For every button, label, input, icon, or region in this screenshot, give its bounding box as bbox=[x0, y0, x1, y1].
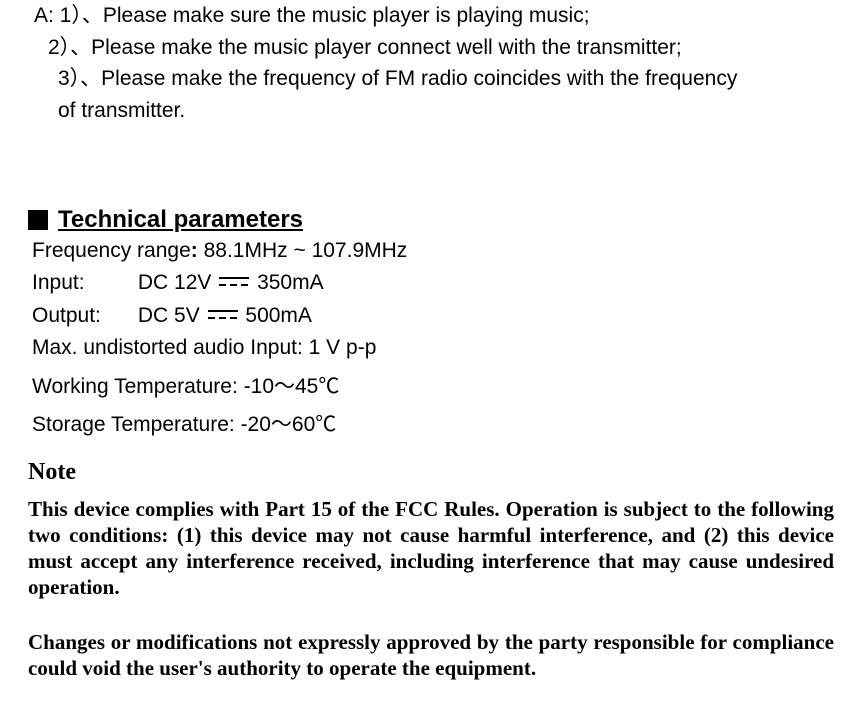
square-bullet-icon bbox=[28, 210, 48, 230]
answer-line-3b: of transmitter. bbox=[28, 95, 834, 127]
param-max-audio: Max. undistorted audio Input: 1 V p-p bbox=[32, 333, 834, 363]
input-label: Input: bbox=[32, 268, 132, 298]
output-dc: DC 5V bbox=[138, 304, 200, 327]
output-label: Output: bbox=[32, 301, 132, 331]
input-dc: DC 12V bbox=[138, 271, 212, 294]
freq-value: 88.1MHz ~ 107.9MHz bbox=[204, 239, 408, 262]
note-heading: Note bbox=[28, 459, 834, 486]
note-paragraph-2: Changes or modifications not expressly a… bbox=[28, 629, 834, 682]
note-paragraph-1: This device complies with Part 15 of the… bbox=[28, 496, 834, 601]
section-title: Technical parameters bbox=[58, 206, 303, 234]
parameters-list: Frequency range: 88.1MHz ~ 107.9MHz Inpu… bbox=[28, 236, 834, 441]
answer-line-3a: 3）、Please make the frequency of FM radio… bbox=[28, 63, 834, 95]
param-frequency: Frequency range: 88.1MHz ~ 107.9MHz bbox=[32, 236, 834, 266]
param-working-temp: Working Temperature: -10～45℃ bbox=[32, 372, 834, 402]
output-current: 500mA bbox=[245, 304, 312, 327]
param-input: Input: DC 12V 350mA bbox=[32, 268, 834, 298]
freq-label: Frequency range bbox=[32, 239, 191, 262]
param-output: Output: DC 5V 500mA bbox=[32, 301, 834, 331]
dc-symbol-icon bbox=[219, 276, 249, 290]
answer-block: A: 1）、Please make sure the music player … bbox=[28, 0, 834, 126]
answer-line-2: 2）、Please make the music player connect … bbox=[28, 32, 834, 64]
dc-symbol-icon bbox=[208, 309, 238, 323]
input-current: 350mA bbox=[257, 271, 324, 294]
param-storage-temp: Storage Temperature: -20～60℃ bbox=[32, 410, 834, 440]
section-header: Technical parameters bbox=[28, 206, 834, 234]
answer-line-1: A: 1）、Please make sure the music player … bbox=[28, 0, 834, 32]
